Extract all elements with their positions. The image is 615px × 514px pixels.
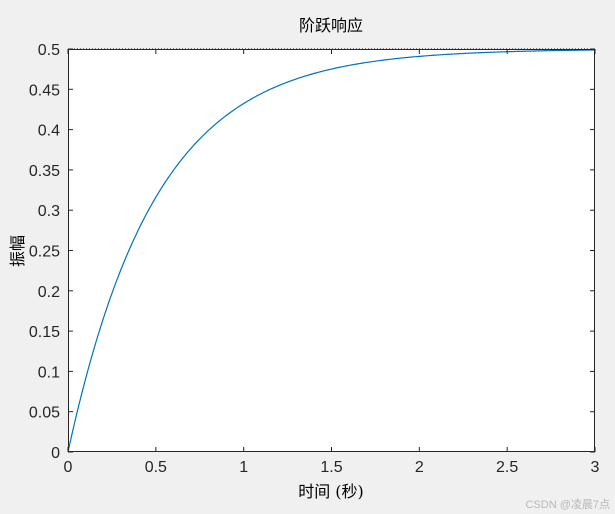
x-tick-label: 2	[415, 459, 424, 476]
x-tick-label: 1.5	[320, 459, 342, 476]
y-tick-label: 0.25	[29, 244, 60, 261]
x-tick-label: 1	[239, 459, 248, 476]
x-tick-label: 0.5	[145, 459, 167, 476]
x-tick-label: 0	[64, 459, 73, 476]
x-axis-label: 时间 (秒)	[298, 482, 364, 501]
y-axis-label: 振幅	[8, 235, 27, 267]
x-tick-label: 3	[591, 459, 600, 476]
y-tick-label: 0.2	[38, 284, 60, 301]
y-tick-label: 0.35	[29, 163, 60, 180]
y-tick-label: 0.3	[38, 203, 60, 220]
y-tick-label: 0	[51, 445, 60, 462]
chart-title: 阶跃响应	[299, 16, 363, 35]
y-tick-label: 0.5	[38, 42, 60, 59]
y-tick-label: 0.05	[29, 405, 60, 422]
y-tick-label: 0.45	[29, 82, 60, 99]
watermark: CSDN @凌晨7点	[525, 497, 610, 511]
y-tick-label: 0.15	[29, 324, 60, 341]
plot-area	[68, 49, 595, 452]
x-tick-label: 2.5	[496, 459, 518, 476]
y-tick-label: 0.4	[38, 123, 60, 140]
y-tick-label: 0.1	[38, 364, 60, 381]
